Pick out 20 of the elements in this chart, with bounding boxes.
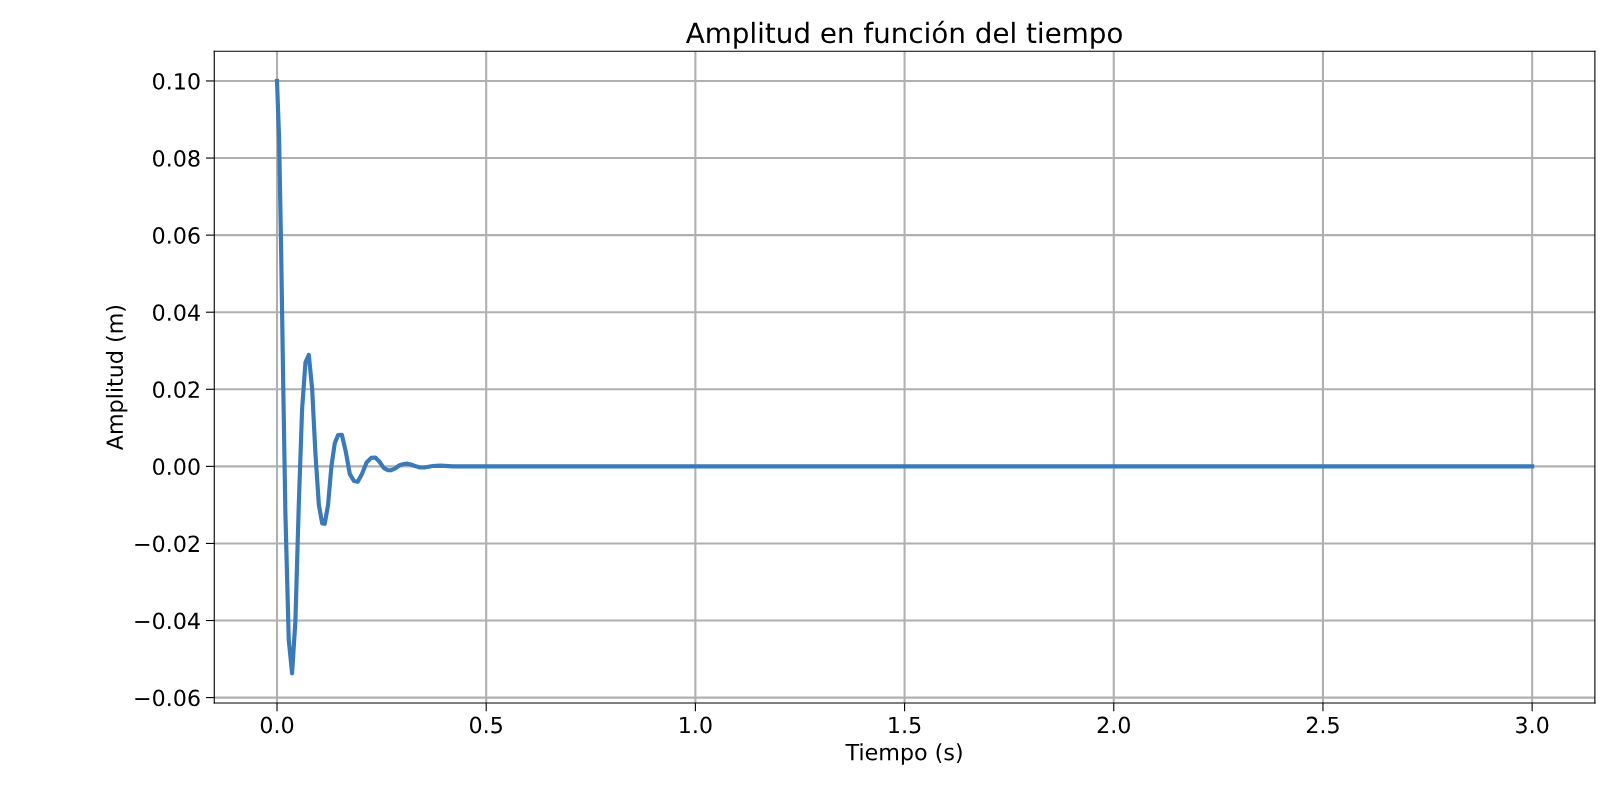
y-tick-label: 0.08 — [153, 149, 200, 167]
x-tick-label: 1.0 — [680, 716, 712, 734]
y-tick-label: −0.04 — [135, 612, 200, 630]
line-series — [274, 78, 1535, 676]
y-tick-label: 0.00 — [153, 458, 200, 476]
x-axis-title: Tiempo (s) — [845, 743, 962, 765]
x-tick-label: 2.0 — [1097, 716, 1130, 734]
y-axis-title: Amplitud (m) — [105, 305, 128, 451]
y-tick-label: −0.02 — [135, 535, 199, 553]
y-tick-label: 0.04 — [153, 304, 200, 321]
x-tick-label: 0.5 — [470, 716, 502, 734]
y-tick-label: 0.06 — [153, 227, 200, 244]
x-tick-label: 0.0 — [260, 716, 294, 734]
y-tick-label: −0.06 — [135, 689, 200, 707]
x-tick-label: 3.0 — [1516, 716, 1549, 734]
x-tick-label: 2.5 — [1306, 716, 1339, 734]
y-tick-label: 0.02 — [153, 381, 199, 399]
chart-title: Amplitud en función del tiempo — [685, 20, 1122, 49]
x-tick-label: 1.5 — [889, 716, 921, 734]
y-tick-label: 0.10 — [153, 72, 200, 90]
